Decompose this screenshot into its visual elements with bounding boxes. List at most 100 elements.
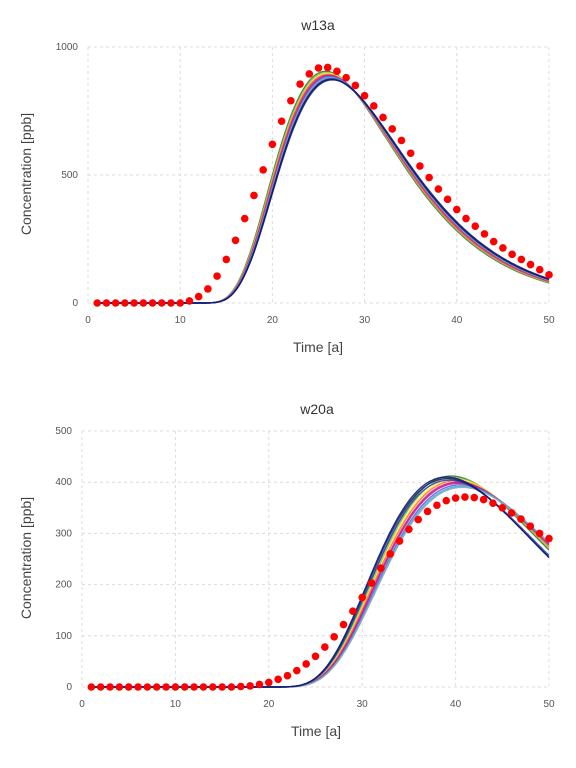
observed-point — [194, 292, 203, 301]
observed-point — [462, 214, 470, 223]
x-tick-label: 20 — [263, 699, 275, 710]
observed-point — [162, 683, 170, 691]
simulated-series-line — [91, 479, 550, 688]
y-tick-label: 500 — [61, 170, 78, 181]
observed-point — [526, 260, 535, 269]
x-tick-label: 40 — [450, 699, 462, 710]
y-tick-label: 100 — [55, 631, 72, 642]
observed-point — [405, 525, 413, 534]
observed-series — [93, 63, 553, 307]
observed-point — [121, 299, 129, 307]
observed-point — [106, 683, 114, 691]
y-tick-label: 1000 — [56, 42, 79, 53]
simulated-series-line — [97, 75, 550, 304]
observed-point — [508, 250, 516, 259]
observed-point — [296, 80, 304, 88]
observed-point — [330, 633, 338, 641]
observed-point — [259, 166, 267, 174]
simulated-series-line — [97, 79, 550, 304]
observed-point — [152, 683, 161, 691]
x-tick-label: 30 — [357, 699, 369, 710]
x-tick-label: 10 — [175, 315, 187, 326]
simulated-series-line — [91, 478, 550, 688]
observed-point — [349, 607, 357, 616]
observed-point — [185, 297, 194, 305]
observed-point — [323, 63, 332, 72]
observed-point — [277, 117, 286, 126]
observed-point — [213, 272, 221, 280]
simulated-series-line — [97, 75, 550, 304]
observed-point — [130, 299, 138, 307]
observed-point — [180, 683, 189, 691]
observed-point — [143, 683, 152, 691]
observed-point — [255, 680, 264, 689]
simulated-series-line — [97, 72, 550, 304]
y-tick-label: 200 — [55, 580, 72, 591]
simulated-series-line — [97, 76, 550, 304]
observed-point — [489, 237, 498, 246]
observed-point — [535, 529, 544, 538]
observed-point — [397, 136, 406, 145]
observed-point — [479, 495, 488, 504]
observed-point — [395, 537, 404, 545]
chart-title: w13a — [300, 17, 335, 33]
observed-point — [470, 493, 479, 502]
observed-point — [190, 683, 198, 691]
observed-point — [535, 265, 544, 274]
observed-point — [274, 675, 282, 684]
observed-point — [351, 81, 360, 90]
y-axis-label: Concentration [ppb] — [18, 497, 34, 619]
chart-title: w20a — [299, 401, 334, 417]
observed-point — [386, 550, 395, 558]
observed-point — [87, 683, 96, 691]
observed-point — [236, 682, 245, 691]
observed-point — [358, 593, 367, 602]
observed-point — [176, 299, 184, 307]
observed-point — [293, 666, 301, 675]
observed-point — [423, 507, 432, 516]
x-tick-label: 30 — [359, 315, 371, 326]
observed-point — [507, 509, 516, 517]
observed-point — [442, 496, 451, 505]
simulated-series-line — [91, 475, 550, 688]
observed-point — [265, 678, 273, 687]
observed-point — [157, 299, 166, 307]
y-tick-label: 400 — [55, 477, 72, 488]
observed-point — [517, 515, 525, 523]
observed-point — [199, 683, 208, 691]
observed-point — [250, 191, 258, 200]
x-tick-label: 40 — [451, 315, 463, 326]
simulated-series-line — [91, 476, 550, 688]
observed-point — [370, 102, 378, 110]
y-tick-label: 500 — [55, 426, 72, 437]
x-tick-label: 50 — [543, 699, 555, 710]
simulated-series-group — [97, 70, 550, 304]
y-tick-label: 0 — [72, 298, 78, 309]
observed-point — [139, 299, 148, 307]
simulated-series-line — [91, 480, 550, 688]
simulated-series-group — [91, 475, 550, 688]
observed-point — [333, 67, 341, 76]
observed-point — [240, 214, 249, 223]
observed-point — [489, 499, 497, 507]
x-axis-label: Time [a] — [291, 723, 341, 739]
observed-point — [342, 73, 350, 82]
simulated-series-line — [97, 78, 550, 304]
observed-point — [360, 91, 369, 100]
grid — [81, 430, 550, 688]
simulated-series-line — [97, 74, 550, 304]
observed-point — [517, 255, 526, 264]
observed-point — [379, 113, 387, 122]
observed-point — [471, 222, 480, 230]
observed-point — [377, 564, 385, 573]
observed-point — [305, 70, 314, 78]
simulated-series-line — [97, 71, 550, 304]
observed-point — [171, 683, 180, 691]
observed-point — [321, 643, 329, 651]
observed-point — [124, 683, 133, 691]
observed-point — [148, 299, 157, 307]
